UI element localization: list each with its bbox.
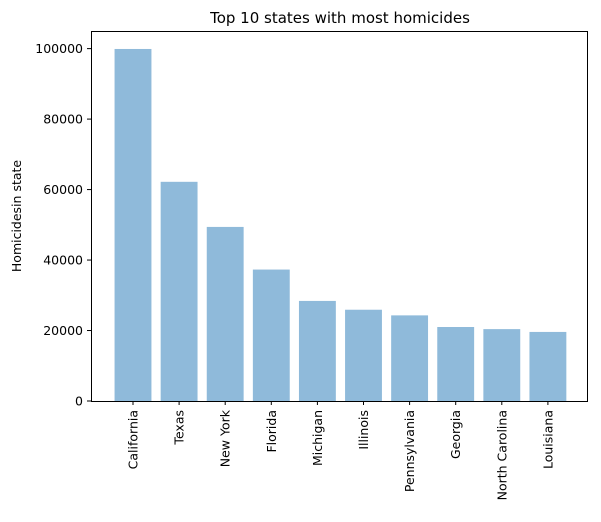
x-tick-label: Florida	[264, 410, 279, 453]
y-tick-label: 80000	[43, 112, 83, 127]
x-tick-label: Michigan	[310, 410, 325, 466]
bar-georgia	[437, 327, 475, 401]
x-tick-label: California	[126, 410, 141, 469]
x-tick-label: Pennsylvania	[402, 410, 417, 492]
x-tick-label: Texas	[172, 410, 187, 446]
bar-pennsylvania	[391, 315, 429, 401]
bar-new-york	[206, 226, 244, 401]
chart-title: Top 10 states with most homicides	[209, 9, 470, 27]
x-tick-label: North Carolina	[494, 410, 509, 500]
y-axis-label: Homicidesin state	[9, 160, 24, 273]
x-axis-ticks: California Texas New York Florida Michigan Il…	[126, 401, 555, 500]
x-tick-label: Louisiana	[540, 410, 555, 469]
y-tick-label: 40000	[43, 253, 83, 268]
bar-california	[114, 48, 152, 401]
bar-illinois	[345, 309, 382, 401]
x-tick-label: New York	[218, 409, 233, 467]
bar-north-carolina	[483, 329, 521, 401]
y-tick-label: 60000	[43, 182, 83, 197]
y-tick-label: 100000	[35, 41, 83, 56]
bars-group	[114, 48, 567, 401]
bar-florida	[252, 269, 290, 401]
y-axis-ticks: 0 20000 40000 60000 80000 100000	[35, 41, 91, 409]
bar-texas	[160, 181, 198, 401]
y-tick-label: 20000	[43, 323, 83, 338]
x-tick-label: Illinois	[356, 410, 371, 450]
plot-frame	[91, 31, 588, 402]
x-tick-label: Georgia	[448, 410, 463, 459]
bar-michigan	[298, 300, 336, 401]
bar-louisiana	[529, 331, 567, 401]
y-tick-label: 0	[75, 394, 83, 409]
